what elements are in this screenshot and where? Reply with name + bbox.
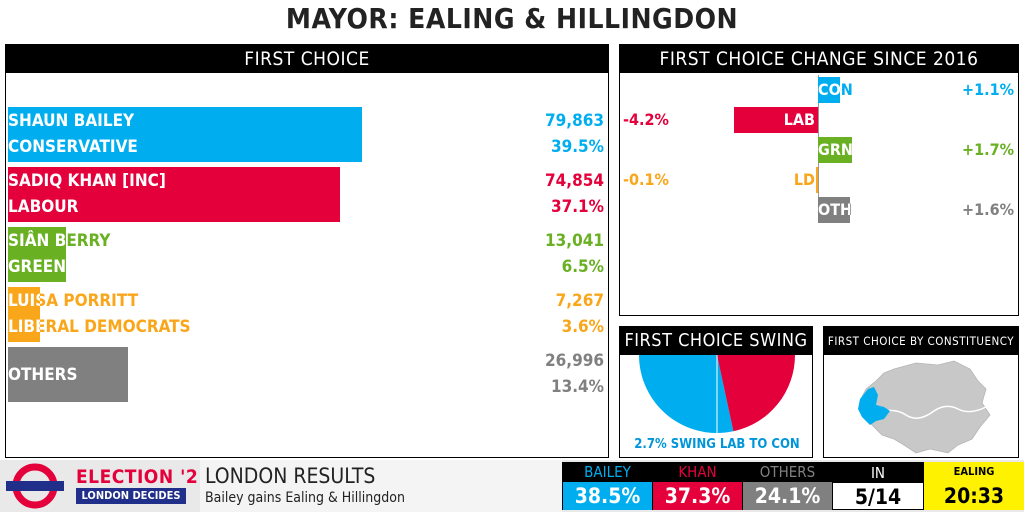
candidate-votes: 79,863 bbox=[544, 111, 604, 131]
candidate-votes: 7,267 bbox=[555, 291, 604, 311]
counted-value: 5/14 bbox=[854, 485, 902, 509]
change-party-label: LD bbox=[793, 170, 815, 189]
results-headline: Bailey gains Ealing & Hillingdon bbox=[205, 490, 405, 506]
bar-text-overlay: LIBERAL DEMOCRATS bbox=[8, 314, 40, 340]
bar-text-overlay: GREEN bbox=[8, 254, 66, 280]
change-label-overlay: OTH bbox=[818, 197, 850, 223]
total-value: 37.3% bbox=[664, 484, 731, 508]
candidate-percent: 3.6% bbox=[561, 317, 604, 337]
candidate-percent: 39.5% bbox=[550, 137, 604, 157]
counted-label: IN bbox=[833, 463, 923, 483]
change-label-overlay: CON bbox=[818, 77, 840, 103]
change-heading: FIRST CHOICE CHANGE SINCE 2016 bbox=[620, 45, 1018, 73]
change-party-label-overlay: CON bbox=[818, 80, 840, 99]
london-underground-roundel-icon bbox=[6, 463, 64, 509]
candidate-votes: 13,041 bbox=[544, 231, 604, 251]
total-label: OTHERS bbox=[743, 462, 832, 482]
swing-from-segment bbox=[717, 355, 795, 432]
bar-text-overlay: SIÂN BERRY bbox=[8, 228, 66, 254]
change-party-label: GRN bbox=[818, 140, 853, 159]
candidate-name: SIÂN BERRY bbox=[8, 231, 111, 251]
election-title: ELECTION '21 bbox=[76, 466, 211, 488]
swing-panel: FIRST CHOICE SWING 2.7% SWING LAB TO CON bbox=[619, 326, 813, 458]
change-party-label-overlay: OTH bbox=[818, 200, 850, 219]
change-value: +1.7% bbox=[962, 140, 1014, 159]
river-thames bbox=[873, 405, 987, 419]
candidate-party: CONSERVATIVE bbox=[8, 137, 138, 157]
map-panel: FIRST CHOICE BY CONSTITUENCY bbox=[823, 326, 1019, 458]
total-box: OTHERS 24.1% bbox=[742, 462, 832, 510]
change-value: -4.2% bbox=[623, 110, 669, 129]
candidate-party: OTHERS bbox=[8, 365, 78, 385]
results-panel-bg bbox=[200, 460, 562, 512]
result-bar bbox=[8, 227, 66, 282]
candidate-party-overlay: GREEN bbox=[8, 257, 66, 277]
total-label: BAILEY bbox=[563, 462, 652, 482]
swing-caption: 2.7% SWING LAB TO CON bbox=[634, 437, 800, 452]
change-party-label: OTH bbox=[818, 200, 853, 219]
candidate-name-overlay: SIÂN BERRY bbox=[8, 231, 66, 251]
ealing-hillingdon-area bbox=[858, 387, 890, 425]
result-bar bbox=[8, 167, 340, 222]
candidate-percent: 13.4% bbox=[550, 377, 604, 397]
bar-text-overlay: LUISA PORRITT bbox=[8, 288, 40, 314]
swing-heading: FIRST CHOICE SWING bbox=[620, 327, 812, 355]
change-party-label-overlay: GRN bbox=[818, 140, 852, 159]
swing-pie bbox=[639, 355, 795, 435]
page-title: MAYOR: EALING & HILLINGDON bbox=[285, 2, 739, 35]
change-bar bbox=[818, 197, 850, 223]
change-value: +1.6% bbox=[962, 200, 1014, 219]
first-choice-heading: FIRST CHOICE bbox=[6, 45, 608, 73]
results-title: LONDON RESULTS bbox=[205, 464, 376, 488]
candidate-name: SHAUN BAILEY bbox=[8, 111, 135, 131]
total-value: 38.5% bbox=[574, 484, 641, 508]
result-bar bbox=[8, 347, 128, 402]
london-map bbox=[858, 360, 991, 454]
change-label-overlay: GRN bbox=[818, 137, 852, 163]
footer-bar: ELECTION '21 LONDON DECIDES LONDON RESUL… bbox=[0, 460, 1024, 512]
candidate-name-overlay: LUISA PORRITT bbox=[8, 291, 40, 311]
change-value: -0.1% bbox=[623, 170, 669, 189]
change-panel: FIRST CHOICE CHANGE SINCE 2016 CONCON+1.… bbox=[619, 44, 1019, 316]
change-bar bbox=[818, 77, 840, 103]
change-party-label: CON bbox=[818, 80, 853, 99]
first-choice-panel: FIRST CHOICE SHAUN BAILEY CONSERVATIVE 79,… bbox=[5, 44, 609, 458]
change-bar bbox=[734, 107, 818, 133]
clock-box: EALING 20:33 bbox=[924, 462, 1024, 510]
candidate-votes: 74,854 bbox=[544, 171, 604, 191]
candidate-percent: 37.1% bbox=[550, 197, 604, 217]
election-subtitle: LONDON DECIDES bbox=[76, 488, 186, 504]
candidate-party-overlay: LIBERAL DEMOCRATS bbox=[8, 317, 40, 337]
change-bar bbox=[818, 137, 852, 163]
candidate-name: LUISA PORRITT bbox=[8, 291, 139, 311]
total-value: 24.1% bbox=[754, 484, 821, 508]
result-bar bbox=[8, 287, 40, 342]
candidate-party: GREEN bbox=[8, 257, 67, 277]
change-party-label: LAB bbox=[783, 110, 815, 129]
map-heading: FIRST CHOICE BY CONSTITUENCY bbox=[824, 327, 1018, 355]
total-box: BAILEY 38.5% bbox=[562, 462, 652, 510]
result-bar bbox=[8, 107, 362, 162]
candidate-votes: 26,996 bbox=[544, 351, 604, 371]
candidate-party: LABOUR bbox=[8, 197, 79, 217]
clock-value: 20:33 bbox=[943, 484, 1005, 508]
candidate-name: SADIQ KHAN [INC] bbox=[8, 171, 166, 191]
swing-to-segment bbox=[639, 355, 734, 434]
candidate-percent: 6.5% bbox=[561, 257, 604, 277]
change-bar bbox=[816, 167, 818, 193]
total-box: KHAN 37.3% bbox=[652, 462, 742, 510]
total-label: KHAN bbox=[653, 462, 742, 482]
counted-box: IN 5/14 bbox=[832, 462, 924, 510]
clock-label: EALING bbox=[953, 465, 995, 478]
candidate-party: LIBERAL DEMOCRATS bbox=[8, 317, 191, 337]
change-value: +1.1% bbox=[962, 80, 1014, 99]
